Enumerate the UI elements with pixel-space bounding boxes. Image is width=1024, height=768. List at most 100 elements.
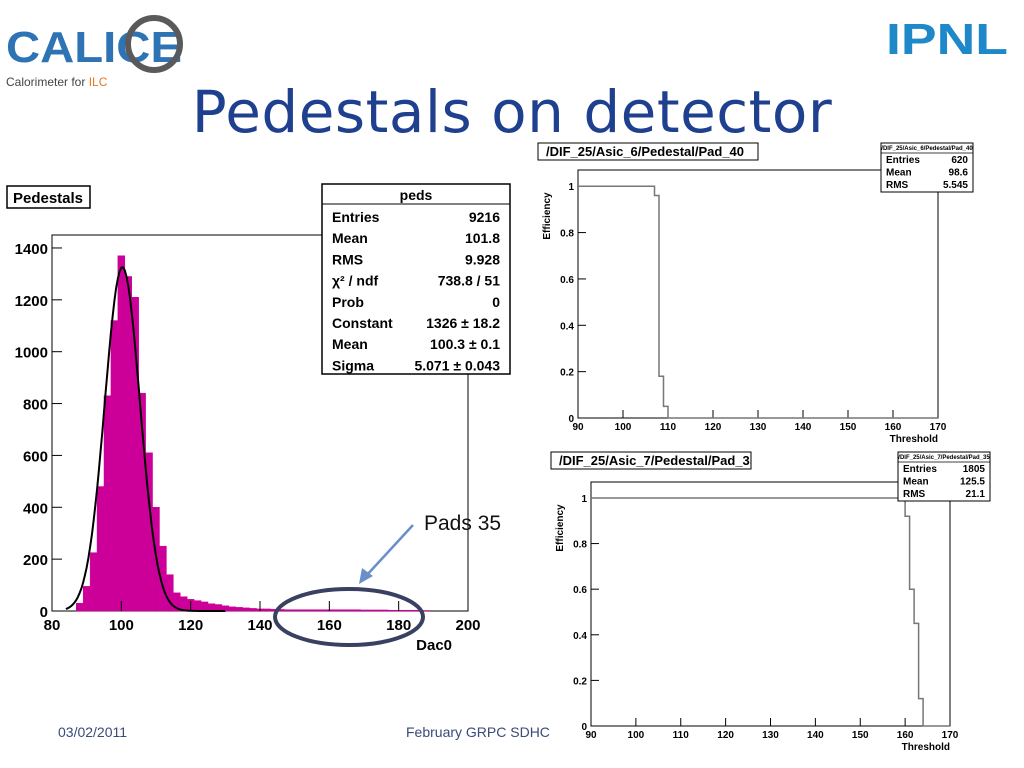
title-box xyxy=(537,142,759,161)
chart-title: Pedestals xyxy=(13,190,83,207)
stats-name: peds xyxy=(400,187,433,203)
x-tick-label: 100 xyxy=(628,730,645,741)
stats-box xyxy=(321,183,511,375)
histogram-bar xyxy=(388,609,396,612)
stats-value: 620 xyxy=(951,155,968,166)
y-tick-label: 0.2 xyxy=(560,368,574,379)
y-tick-label: 0.4 xyxy=(573,631,587,642)
y-tick-label: 0.2 xyxy=(573,676,587,687)
slide-title: Pedestals on detector xyxy=(191,78,833,146)
y-tick-label: 0.6 xyxy=(560,275,574,286)
stats-key: Entries xyxy=(903,464,937,475)
histogram-bar xyxy=(284,609,292,612)
plot-frame xyxy=(590,481,951,727)
y-tick-label: 0.6 xyxy=(573,585,587,596)
histogram-bar xyxy=(249,608,257,612)
x-tick-label: 160 xyxy=(885,422,902,433)
histogram-bar xyxy=(332,609,340,612)
histogram-bar xyxy=(228,606,236,612)
y-tick-label: 1200 xyxy=(15,293,48,310)
x-axis-label: Threshold xyxy=(902,742,950,753)
x-tick-label: 120 xyxy=(178,617,203,634)
histogram-bar xyxy=(110,320,119,612)
title-box xyxy=(6,185,91,209)
histogram-bar xyxy=(311,609,320,612)
histogram-bar xyxy=(353,609,361,612)
y-tick-label: 0 xyxy=(568,414,574,425)
histogram-bar xyxy=(408,609,417,612)
histogram-bar xyxy=(367,609,375,612)
stats-value: 0 xyxy=(492,294,500,310)
x-tick-label: 150 xyxy=(840,422,857,433)
stats-value: 5.545 xyxy=(943,180,968,191)
histogram-bar xyxy=(297,609,306,612)
x-tick-label: 200 xyxy=(455,617,480,634)
x-tick-label: 90 xyxy=(572,422,584,433)
stats-key: RMS xyxy=(903,489,926,500)
pedestals-histogram: 0 200 400 600 800 1000 1200 1400 80 100 120 140 160 1… xyxy=(6,183,511,654)
histogram-bar xyxy=(82,586,91,612)
ipnl-logo-text: IPNL xyxy=(886,15,1008,62)
histogram-bar xyxy=(76,602,84,612)
chart-title: /DIF_25/Asic_7/Pedestal/Pad_35 xyxy=(559,453,757,468)
stats-box xyxy=(880,142,974,193)
x-tick-label: 120 xyxy=(717,730,734,741)
calice-logo-text: CALICE xyxy=(6,23,182,72)
y-tick-label: 0.8 xyxy=(573,540,587,551)
y-tick-label: 0.8 xyxy=(560,229,574,240)
efficiency-curve xyxy=(578,185,938,419)
stats-value: 9216 xyxy=(469,209,500,225)
x-tick-label: 130 xyxy=(750,422,767,433)
histogram-bar xyxy=(96,486,105,612)
stats-key: Entries xyxy=(886,155,920,166)
stats-key: Mean xyxy=(332,230,368,246)
calice-subtitle: Calorimeter for ILC xyxy=(6,75,108,89)
x-tick-label: 160 xyxy=(897,730,914,741)
histogram-bar xyxy=(360,609,368,612)
x-tick-label: 170 xyxy=(942,730,959,741)
y-tick-label: 200 xyxy=(23,552,48,569)
histogram-bar xyxy=(193,600,202,612)
stats-value: 98.6 xyxy=(949,168,969,179)
histogram-bar xyxy=(415,609,424,612)
y-tick-label: 1 xyxy=(581,494,587,505)
x-tick-label: 110 xyxy=(673,730,690,741)
x-tick-label: 80 xyxy=(44,617,61,634)
footer-date: 03/02/2011 xyxy=(58,724,128,740)
stats-value: 1326 ± 18.2 xyxy=(426,315,500,331)
stats-key: RMS xyxy=(332,251,363,267)
chart-title: /DIF_25/Asic_6/Pedestal/Pad_40 xyxy=(546,144,744,159)
histogram-bar xyxy=(200,601,209,612)
x-tick-label: 140 xyxy=(247,617,272,634)
footer-event: February GRPC SDHCAL xyxy=(406,724,550,740)
x-tick-label: 110 xyxy=(660,422,677,433)
stats-key: RMS xyxy=(886,180,909,191)
stats-value: 5.071 ± 0.043 xyxy=(414,357,500,373)
histogram-bar xyxy=(89,552,98,612)
histogram-bar xyxy=(270,608,278,612)
histogram-bar xyxy=(339,609,347,612)
x-tick-label: 170 xyxy=(930,422,947,433)
x-tick-label: 140 xyxy=(795,422,812,433)
y-axis-label: Efficiency xyxy=(542,192,553,240)
title-box xyxy=(550,451,752,470)
stats-value: 101.8 xyxy=(465,230,500,246)
stats-key: Mean xyxy=(886,168,912,179)
stats-key: Sigma xyxy=(332,357,374,373)
x-tick-label: 160 xyxy=(317,617,342,634)
stats-value: 125.5 xyxy=(960,477,985,488)
y-tick-label: 400 xyxy=(23,500,48,517)
plot-frame xyxy=(577,169,939,419)
gaussian-fit-curve xyxy=(65,266,226,612)
y-axis-label: Efficiency xyxy=(555,504,566,552)
histogram-bar xyxy=(124,276,132,612)
histogram-bar xyxy=(207,603,216,612)
calice-logo: CALICE Calorimeter for ILC xyxy=(6,15,183,89)
ipnl-logo: IPNL xyxy=(886,15,1008,62)
y-tick-label: 800 xyxy=(23,397,48,414)
histogram-bar xyxy=(103,395,112,612)
x-tick-label: 180 xyxy=(386,617,411,634)
stats-key: Prob xyxy=(332,294,364,310)
x-tick-label: 100 xyxy=(615,422,632,433)
histogram-bar xyxy=(304,609,313,612)
